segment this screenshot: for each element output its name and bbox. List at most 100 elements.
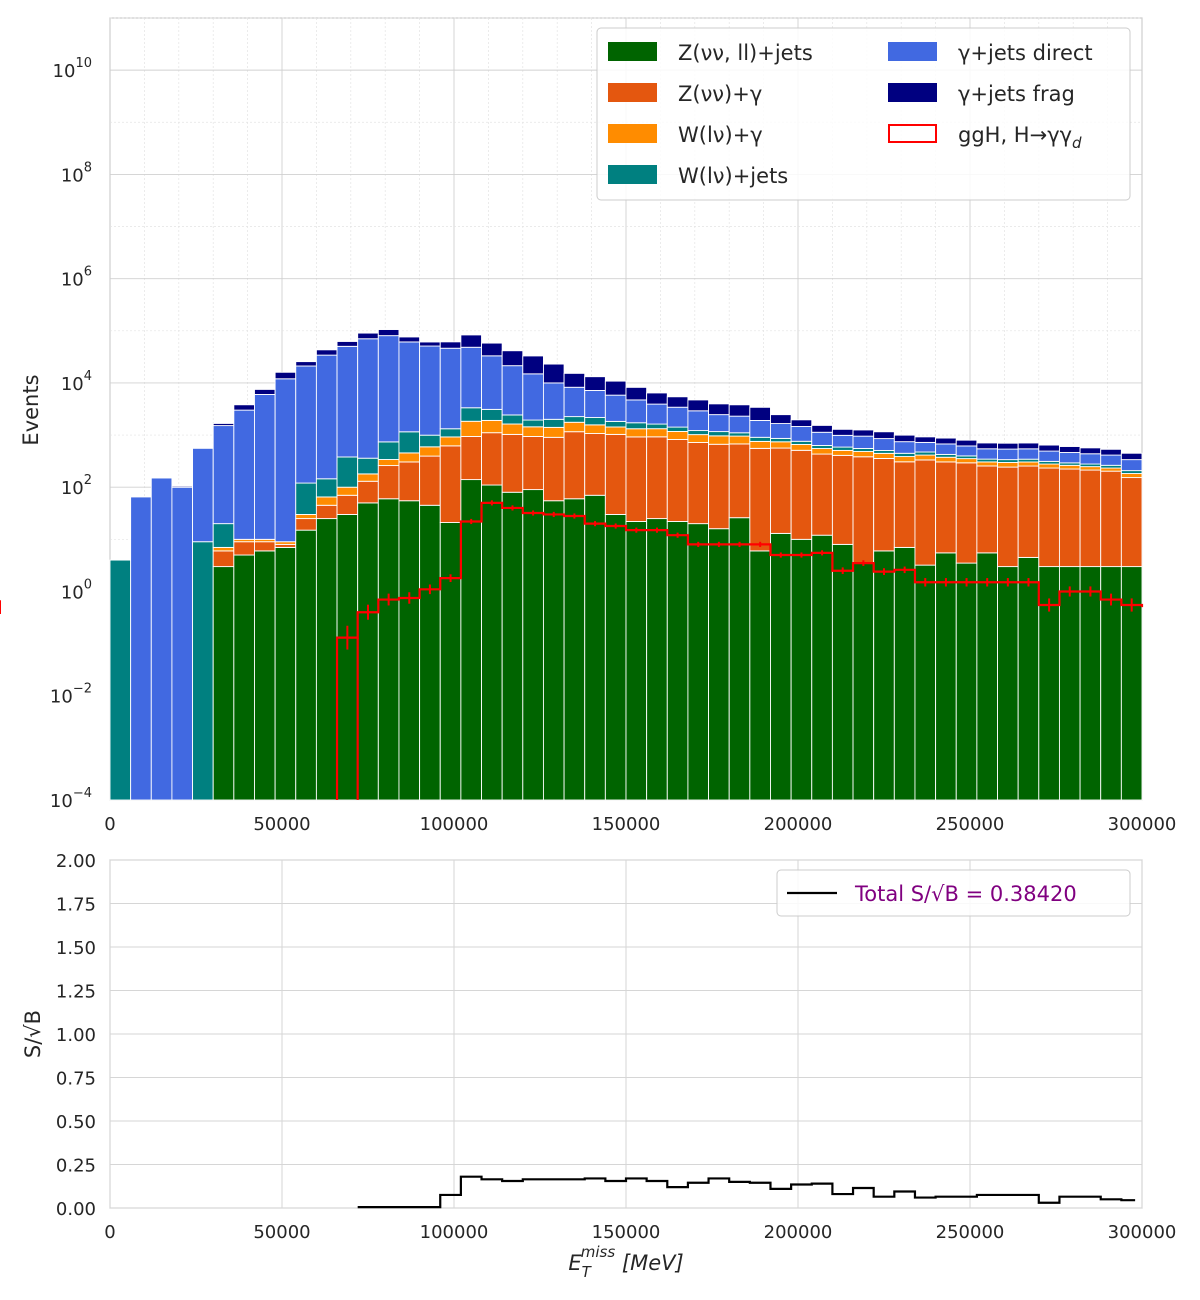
bar-segment [563, 421, 586, 433]
bar-segment [976, 448, 998, 460]
bar-segment [398, 500, 421, 801]
top-y-tick-label: 102 [61, 473, 92, 499]
bar-segment [315, 478, 338, 498]
bar-segment [852, 429, 875, 437]
bar-segment [542, 382, 565, 420]
bar-segment [604, 420, 627, 428]
bar-segment [501, 433, 524, 493]
top-y-tick-label: 104 [61, 369, 92, 395]
bar-segment [914, 441, 937, 453]
bar-segment [646, 423, 668, 430]
bottom-x-tick-label: 100000 [420, 1222, 489, 1243]
bar-segment [481, 342, 503, 357]
bar-segment [997, 448, 1019, 461]
bottom-y-tick-label: 0.25 [56, 1156, 96, 1177]
bar-segment [873, 431, 895, 440]
bar-segment [811, 431, 833, 446]
bar-segment [831, 428, 854, 436]
bar-segment [274, 546, 297, 801]
top-legend-box [596, 27, 1131, 201]
bar-segment [749, 420, 771, 438]
bar-segment [439, 347, 462, 430]
bar-segment [976, 552, 998, 801]
bar-segment [1079, 453, 1102, 465]
top-y-tick-label: 106 [61, 265, 92, 291]
bar-segment [708, 403, 730, 416]
bottom-y-axis-label: S/√B [21, 1010, 45, 1058]
bar-segment [542, 500, 565, 801]
bar-segment [749, 436, 771, 442]
top-x-tick-label: 150000 [592, 814, 661, 835]
bar-segment [811, 424, 833, 433]
bar-segment [1058, 452, 1081, 464]
bar-segment [584, 424, 606, 434]
bar-segment [666, 396, 689, 408]
bar-segment [542, 363, 565, 384]
top-y-tick-label: 10−2 [50, 682, 92, 708]
bar-segment [666, 521, 689, 801]
top-y-tick-label: 10−4 [50, 786, 92, 812]
bar-segment [749, 550, 771, 801]
bar-segment [666, 431, 689, 440]
legend-label: γ+jets direct [958, 41, 1093, 65]
bar-segment [935, 461, 957, 554]
bar-segment [501, 365, 524, 416]
bar-segment [914, 564, 937, 801]
bar-segment [419, 345, 441, 436]
legend-label: Z(νν, ll)+jets [678, 41, 813, 65]
bar-segment [1120, 452, 1143, 461]
bar-segment [708, 435, 730, 445]
bar-segment [955, 458, 978, 464]
bar-segment [377, 459, 400, 467]
ssb-step-line [357, 1175, 1136, 1209]
top-bars [109, 329, 1143, 801]
bar-segment [666, 406, 689, 428]
bar-segment [522, 489, 544, 801]
bar-segment [1079, 447, 1102, 455]
bar-segment [481, 484, 503, 801]
bar-segment [708, 431, 730, 437]
bar-segment [893, 452, 916, 458]
bar-segment [460, 420, 482, 437]
bar-segment [233, 409, 255, 540]
bar-segment [604, 514, 627, 801]
legend-swatch [888, 42, 937, 61]
bar-segment [192, 541, 214, 801]
bar-segment [460, 436, 482, 481]
bar-segment [274, 371, 297, 380]
bar-segment [315, 354, 338, 480]
bar-segment [233, 554, 255, 801]
bar-segment [377, 329, 400, 337]
bar-segment [419, 455, 441, 506]
bar-segment [212, 566, 235, 801]
bar-segment [935, 437, 957, 445]
bar-segment [295, 529, 317, 801]
bar-segment [481, 419, 503, 434]
bar-segment [336, 345, 359, 458]
bar-segment [1079, 566, 1102, 801]
bar-segment [646, 392, 668, 405]
bar-segment [171, 485, 194, 488]
bottom-legend: Total S/√B = 0.38420 [776, 869, 1131, 917]
bottom-x-tick-label: 150000 [592, 1222, 661, 1243]
bar-segment [460, 346, 482, 409]
bar-segment [770, 437, 792, 443]
bar-segment [315, 504, 338, 520]
legend-swatch [608, 165, 657, 184]
top-y-tick-label: 1010 [53, 56, 92, 82]
bar-segment [873, 452, 895, 459]
bar-segment [873, 438, 895, 451]
bar-segment [130, 496, 152, 801]
bar-segment [893, 546, 916, 801]
bar-segment [1017, 461, 1040, 467]
bar-segment [914, 436, 937, 443]
bar-segment [604, 394, 627, 422]
bar-segment [790, 440, 813, 445]
bar-segment [1058, 464, 1081, 470]
bar-segment [749, 406, 771, 421]
bottom-x-tick-label: 50000 [253, 1222, 310, 1243]
bar-segment [233, 541, 255, 556]
bottom-y-tick-label: 0.75 [56, 1069, 96, 1090]
bar-segment [439, 428, 462, 438]
